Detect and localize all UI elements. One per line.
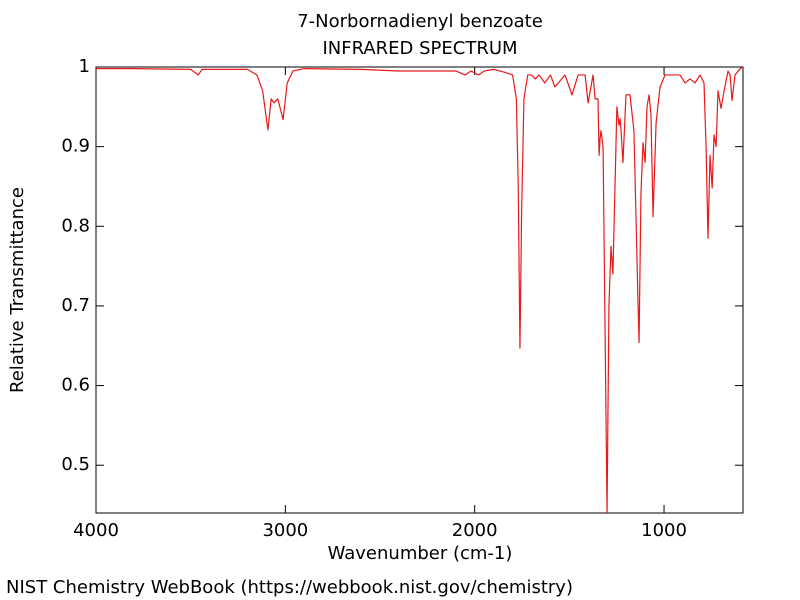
x-tick-label: 2000 (452, 520, 498, 541)
x-tick-label: 1000 (641, 520, 687, 541)
y-tick-label: 0.5 (61, 454, 90, 475)
x-axis-label: Wavenumber (cm-1) (328, 543, 513, 564)
chart-title: 7-Norbornadienyl benzoate (297, 11, 543, 32)
source-note: NIST Chemistry WebBook (https://webbook.… (6, 577, 573, 598)
x-tick-label: 3000 (262, 520, 308, 541)
y-tick-label: 0.9 (61, 136, 90, 157)
y-axis-label: Relative Transmittance (7, 187, 28, 393)
chart-subtitle: INFRARED SPECTRUM (322, 38, 517, 59)
plot-frame (95, 66, 744, 514)
y-tick-label: 0.8 (61, 215, 90, 236)
spectrum-line (96, 67, 743, 513)
y-tick-label: 0.6 (61, 375, 90, 396)
y-tick-label: 1 (79, 56, 90, 77)
x-tick-label: 4000 (73, 520, 119, 541)
y-tick-label: 0.7 (61, 295, 90, 316)
